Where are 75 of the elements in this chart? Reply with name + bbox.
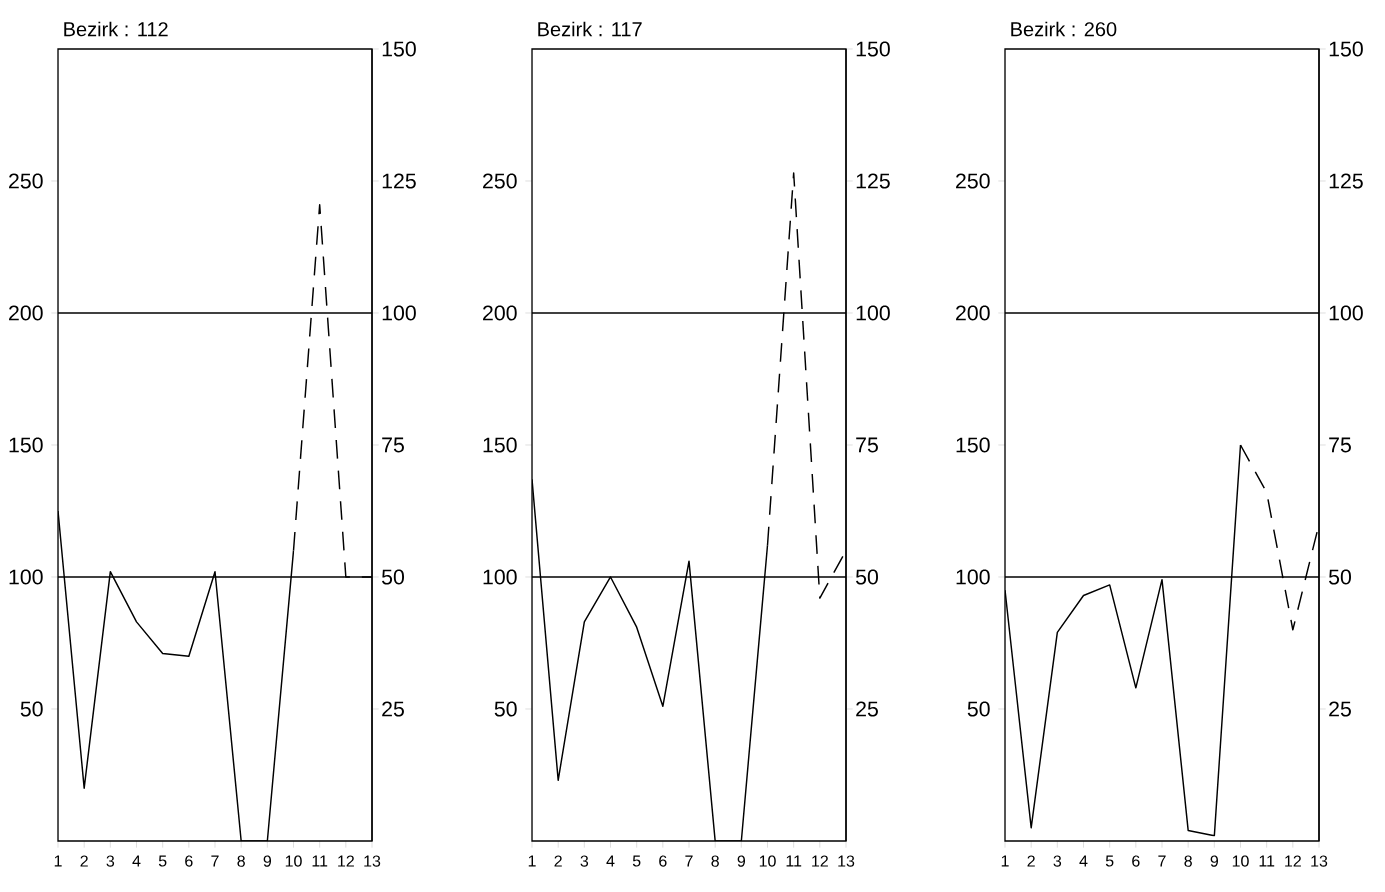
y2-tick-label: 25 (1329, 701, 1351, 717)
y-tick-label: 50 (20, 701, 43, 717)
y-tick-label: 250 (956, 173, 990, 189)
y-tick-label: 150 (956, 437, 990, 453)
y2-tick-label: 50 (381, 569, 404, 585)
x-tick-label: 12 (1285, 855, 1301, 867)
chart-title: Bezirk : 112 (64, 21, 168, 37)
x-tick-label: 1 (528, 855, 536, 867)
x-tick-label: 10 (285, 855, 302, 867)
x-tick-label: 2 (554, 855, 562, 867)
y2-tick-label: 25 (856, 701, 878, 717)
x-tick-label: 13 (364, 855, 381, 867)
x-tick-label: 6 (185, 855, 193, 867)
x-tick-label: 11 (1259, 855, 1275, 867)
x-tick-label: 7 (1158, 855, 1166, 867)
y-tick-label: 200 (956, 305, 990, 321)
x-tick-label: 5 (1105, 855, 1114, 867)
y2-tick-label: 125 (1329, 173, 1363, 189)
x-tick-label: 3 (106, 855, 115, 867)
y2-tick-label: 75 (1329, 437, 1351, 453)
x-tick-label: 3 (580, 855, 589, 867)
y2-tick-label: 25 (382, 701, 404, 717)
x-tick-label: 8 (1184, 855, 1192, 867)
x-tick-label: 11 (312, 855, 328, 867)
x-tick-label: 7 (211, 855, 219, 867)
x-tick-label: 12 (338, 855, 354, 867)
y-tick-label: 100 (483, 569, 517, 585)
x-tick-label: 10 (759, 855, 776, 867)
x-tick-label: 7 (685, 855, 693, 867)
y2-tick-label: 100 (1329, 305, 1363, 321)
x-tick-label: 9 (1210, 855, 1219, 867)
y2-tick-label: 100 (856, 305, 890, 321)
x-tick-label: 2 (80, 855, 88, 867)
x-tick-label: 4 (606, 855, 615, 867)
x-tick-label: 5 (158, 855, 167, 867)
x-tick-label: 1 (54, 855, 62, 867)
y2-tick-label: 150 (1329, 41, 1363, 57)
x-tick-label: 12 (812, 855, 828, 867)
x-tick-label: 13 (1311, 855, 1328, 867)
y2-tick-label: 150 (856, 41, 890, 57)
x-tick-label: 2 (1027, 855, 1035, 867)
y-tick-label: 100 (956, 569, 990, 585)
x-tick-label: 13 (838, 855, 855, 867)
y-tick-label: 50 (967, 701, 990, 717)
x-tick-label: 4 (1079, 855, 1088, 867)
x-tick-label: 8 (237, 855, 245, 867)
y2-tick-label: 75 (856, 437, 878, 453)
x-tick-label: 11 (786, 855, 802, 867)
x-tick-label: 8 (711, 855, 719, 867)
x-tick-label: 9 (737, 855, 746, 867)
x-tick-label: 3 (1053, 855, 1062, 867)
x-tick-label: 1 (1001, 855, 1009, 867)
y2-tick-label: 50 (855, 569, 878, 585)
y-tick-label: 200 (483, 305, 517, 321)
y2-tick-label: 125 (856, 173, 890, 189)
x-tick-label: 9 (263, 855, 272, 867)
y2-tick-label: 125 (382, 173, 416, 189)
x-tick-label: 6 (1132, 855, 1140, 867)
y2-tick-label: 100 (382, 305, 416, 321)
y2-tick-label: 150 (382, 41, 416, 57)
y2-tick-label: 50 (1328, 569, 1351, 585)
y-tick-label: 200 (9, 305, 43, 321)
y-tick-label: 50 (494, 701, 517, 717)
y-tick-label: 250 (9, 173, 43, 189)
x-tick-label: 5 (632, 855, 641, 867)
y-tick-label: 150 (9, 437, 43, 453)
y2-tick-label: 75 (382, 437, 404, 453)
x-tick-label: 4 (132, 855, 141, 867)
y-tick-label: 100 (9, 569, 43, 585)
x-tick-label: 10 (1232, 855, 1249, 867)
chart-title: Bezirk : 117 (538, 21, 642, 37)
x-tick-label: 6 (659, 855, 667, 867)
y-tick-label: 150 (483, 437, 517, 453)
y-tick-label: 250 (483, 173, 517, 189)
chart-title: Bezirk : 260 (1011, 21, 1117, 37)
